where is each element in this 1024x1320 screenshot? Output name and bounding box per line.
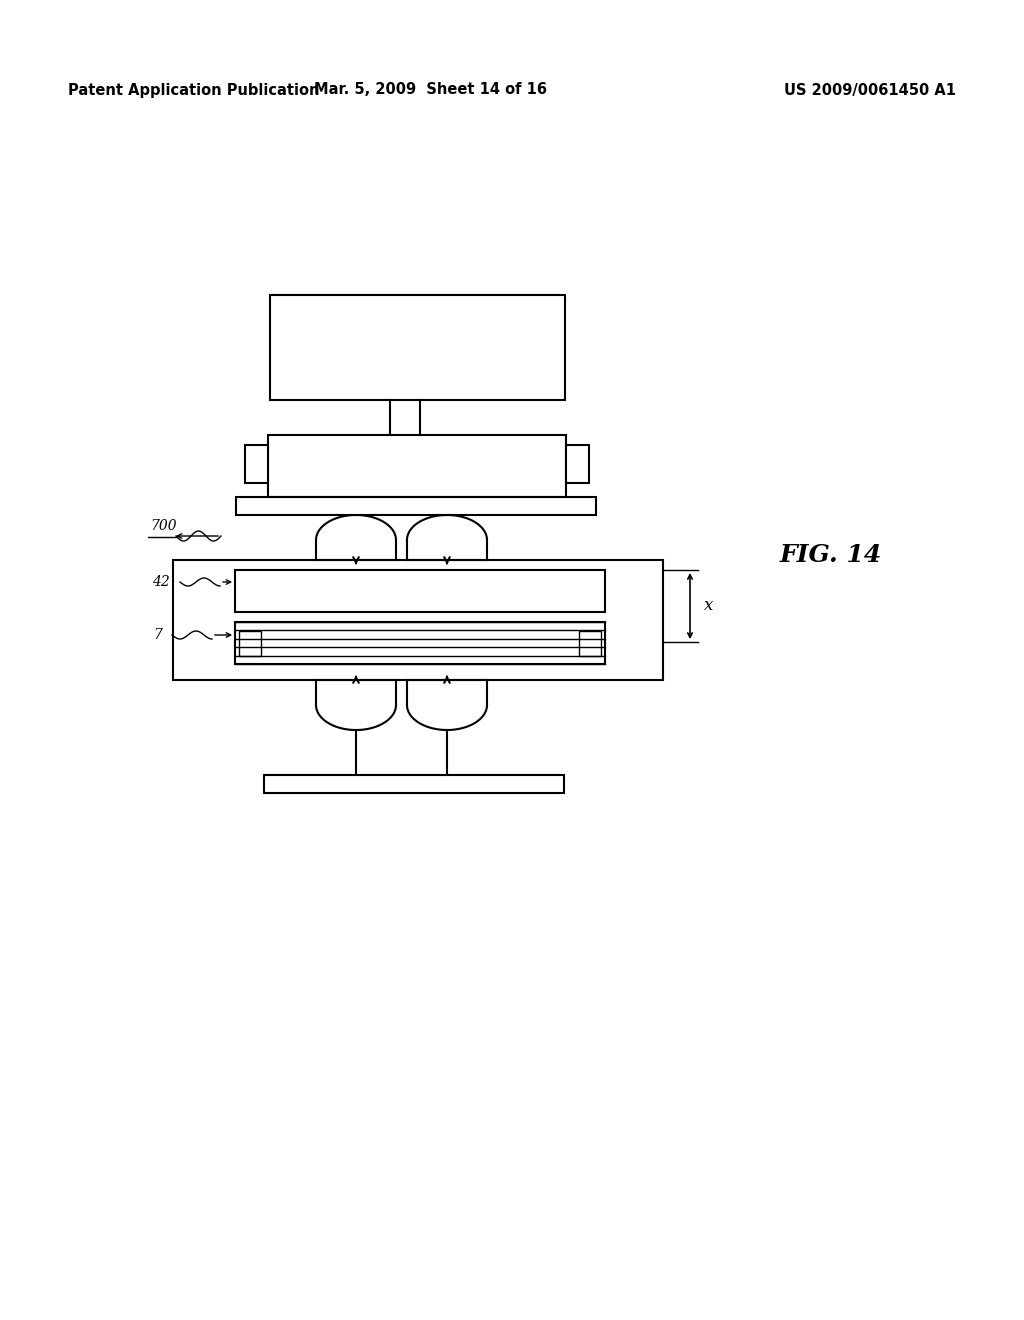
Bar bbox=[264, 775, 564, 793]
Text: 7: 7 bbox=[154, 628, 162, 642]
Bar bbox=[234, 622, 605, 664]
Bar bbox=[579, 631, 601, 656]
Text: US 2009/0061450 A1: US 2009/0061450 A1 bbox=[784, 82, 956, 98]
Bar bbox=[239, 631, 261, 656]
Bar bbox=[245, 445, 268, 483]
Text: 42: 42 bbox=[153, 576, 170, 589]
Text: x: x bbox=[705, 598, 714, 615]
Bar bbox=[234, 570, 605, 612]
Bar bbox=[270, 294, 565, 400]
Text: Patent Application Publication: Patent Application Publication bbox=[68, 82, 319, 98]
Text: FIG. 14: FIG. 14 bbox=[780, 543, 883, 568]
Bar bbox=[566, 445, 589, 483]
Text: 700: 700 bbox=[150, 519, 176, 533]
Bar bbox=[268, 436, 566, 498]
Bar bbox=[236, 498, 596, 515]
Text: Mar. 5, 2009  Sheet 14 of 16: Mar. 5, 2009 Sheet 14 of 16 bbox=[313, 82, 547, 98]
Bar bbox=[173, 560, 663, 680]
